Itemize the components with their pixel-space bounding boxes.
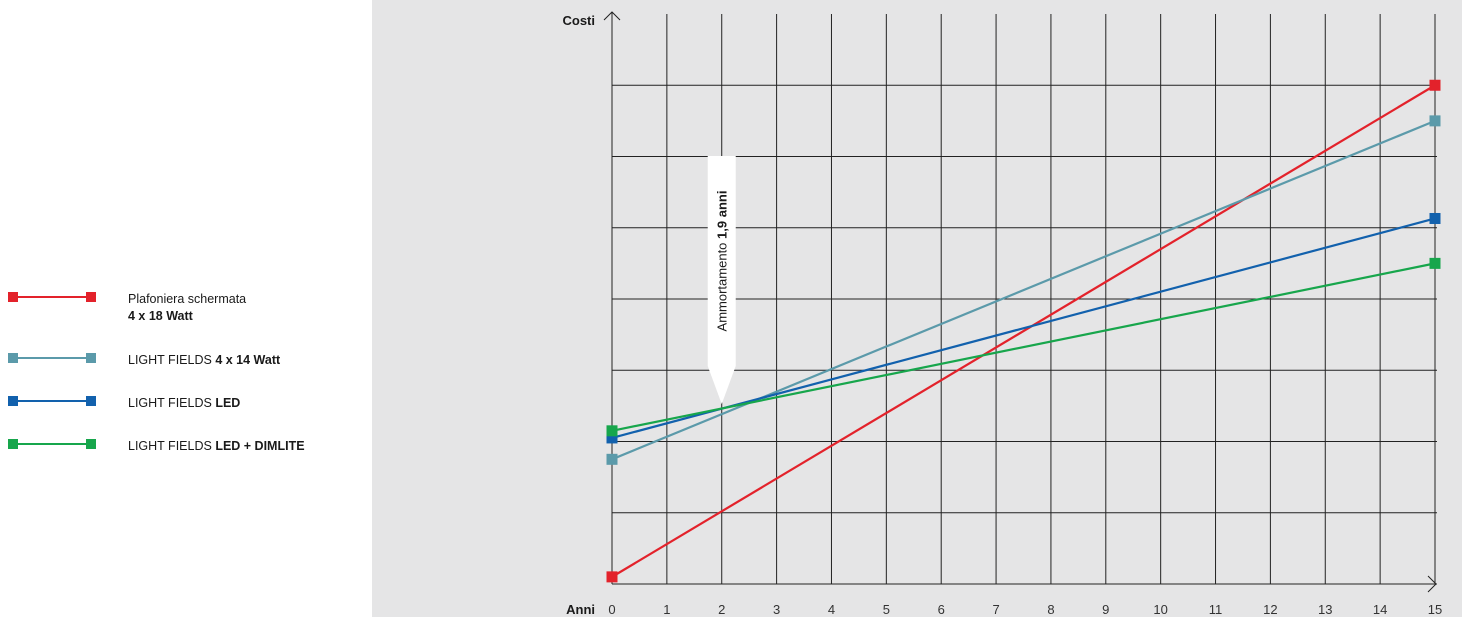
x-tick-label: 9 — [1102, 602, 1109, 617]
legend-label-bold: 4 x 18 Watt — [128, 309, 193, 323]
legend-label: LIGHT FIELDS 4 x 14 Watt — [128, 352, 348, 369]
x-tick-label: 11 — [1209, 602, 1223, 617]
y-axis-title: Costi — [563, 13, 596, 28]
legend-swatch-marker — [86, 396, 96, 406]
payback-annotation-text: Ammortamento — [715, 239, 730, 331]
legend-label-text: LIGHT FIELDS — [128, 439, 212, 453]
data-point-marker — [1429, 257, 1441, 269]
x-tick-label: 12 — [1263, 602, 1277, 617]
series-line — [611, 217, 1436, 440]
legend-swatch-line — [13, 296, 91, 298]
x-tick-label: 4 — [828, 602, 835, 617]
legend-label: LIGHT FIELDS LED + DIMLITE — [128, 438, 348, 455]
x-tick-label: 3 — [773, 602, 780, 617]
x-tick-label: 13 — [1318, 602, 1332, 617]
series-line — [611, 262, 1436, 432]
data-point-marker — [606, 571, 618, 583]
legend-swatch-marker — [86, 439, 96, 449]
payback-arrow-icon — [707, 156, 736, 404]
x-tick-label: 8 — [1047, 602, 1054, 617]
x-tick-label: 5 — [883, 602, 890, 617]
legend-swatch-marker — [8, 353, 18, 363]
payback-annotation-value: 1,9 anni — [715, 191, 730, 239]
x-tick-label: 6 — [938, 602, 945, 617]
x-tick-label: 0 — [608, 602, 615, 617]
x-tick-label: 2 — [718, 602, 725, 617]
x-tick-label: 10 — [1153, 602, 1167, 617]
legend-label: LIGHT FIELDS LED — [128, 395, 348, 412]
x-tick-label: 7 — [992, 602, 999, 617]
legend-swatch — [8, 292, 96, 302]
legend-label-text: LIGHT FIELDS — [128, 396, 212, 410]
data-point-marker — [606, 453, 618, 465]
series-line — [611, 84, 1436, 578]
x-axis-title: Anni — [566, 602, 595, 617]
legend-label-text: Plafoniera schermata — [128, 292, 247, 306]
legend-label-bold: 4 x 14 Watt — [215, 353, 281, 367]
legend-swatch-line — [13, 400, 91, 402]
legend: Plafoniera schermata 4 x 18 Watt LIGHT FIE… — [0, 0, 372, 617]
data-point-marker — [606, 425, 618, 437]
legend-swatch-marker — [8, 439, 18, 449]
legend-swatch-marker — [8, 292, 18, 302]
legend-label-bold: LED + DIMLITE — [215, 439, 305, 453]
legend-label: Plafoniera schermata 4 x 18 Watt — [128, 291, 348, 325]
data-point-marker — [1429, 115, 1441, 127]
legend-swatch-marker — [8, 396, 18, 406]
data-point-marker — [606, 432, 618, 444]
legend-swatch-line — [13, 443, 91, 445]
legend-label-text: LIGHT FIELDS — [128, 353, 212, 367]
legend-swatch — [8, 396, 96, 406]
legend-swatch — [8, 353, 96, 363]
x-tick-label: 1 — [663, 602, 670, 617]
payback-annotation: Ammortamento 1,9 anni — [715, 191, 730, 332]
legend-swatch-marker — [86, 353, 96, 363]
y-axis-arrow-icon — [603, 11, 621, 21]
legend-label-bold: LED — [215, 396, 241, 410]
data-point-marker — [1429, 79, 1441, 91]
x-tick-label: 14 — [1373, 602, 1387, 617]
legend-swatch-marker — [86, 292, 96, 302]
x-axis-arrow-icon — [1427, 575, 1437, 593]
legend-swatch-line — [13, 357, 91, 359]
x-tick-label: 15 — [1428, 602, 1442, 617]
chart-area: Costi Anni 0 1 2 3 4 5 6 7 8 9 10 11 12 13 14 15 Ammortame… — [372, 0, 1462, 617]
data-point-marker — [1429, 212, 1441, 224]
legend-swatch — [8, 439, 96, 449]
